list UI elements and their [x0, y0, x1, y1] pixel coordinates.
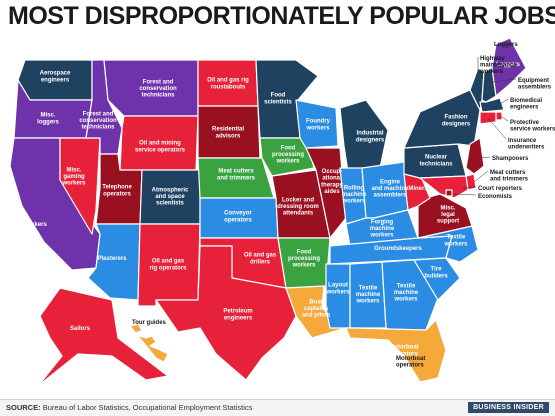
region-alaska: [37, 287, 169, 387]
business-insider-logo: BUSINESS INSIDER: [468, 402, 549, 413]
region-label-california: Farmworkers: [9, 222, 47, 228]
callout-label: Insurance underwriters: [508, 138, 545, 151]
region-virginia: [417, 193, 473, 239]
footer: SOURCE: Bureau of Labor Statistics, Occu…: [0, 399, 555, 416]
callout-leader-line: [491, 78, 517, 83]
source-label: SOURCE:: [6, 403, 41, 412]
region-hawaii: [129, 323, 169, 363]
region-mississippi: [325, 263, 351, 329]
region-label-iowa: Food processing workers: [272, 145, 304, 164]
region-label-idaho: Forest and conservation technicians: [79, 111, 117, 130]
region-label-missouri: Locker and dressing room attendants: [277, 197, 319, 216]
region-label-alabama: Textile machine workers: [355, 285, 380, 304]
region-label-south-carolina: Tire builders: [424, 267, 448, 280]
region-label-montana: Forest and conservation technicians: [139, 79, 177, 98]
region-label-north-carolina: Textile workers: [443, 235, 468, 248]
region-south-carolina: [413, 257, 461, 301]
region-label-oregon: Misc. loggers: [37, 113, 59, 126]
callout-label: Motorboat operators: [396, 356, 425, 369]
region-label-utah: Telephone operators: [102, 185, 132, 198]
callout-label: Court reporters: [478, 186, 523, 192]
region-label-texas: Petroleum engineers: [223, 309, 253, 322]
region-label-alaska: Sailors: [70, 326, 91, 332]
region-label-georgia: Textile machine workers: [393, 283, 418, 302]
region-label-illinois: Occup-ational therapy aides: [321, 169, 343, 195]
callout-leader-line: [461, 186, 477, 189]
region-label-oklahoma: Oil and gas drillers: [244, 253, 277, 266]
region-iowa: [259, 137, 315, 177]
source-text: Bureau of Labor Statistics, Occupational…: [42, 403, 253, 412]
region-massachusetts: [479, 97, 505, 113]
callout-leader-line: [499, 98, 509, 105]
region-label-ohio: Engine and machine assemblers: [372, 179, 409, 198]
region-illinois: [305, 147, 347, 239]
callout-label: Protective service workers: [510, 120, 555, 133]
region-label-wyoming: Oil and mining service operators: [135, 141, 186, 154]
region-wisconsin: [295, 99, 339, 149]
callout-label: Equipment assemblers: [518, 78, 552, 91]
region-label-south-dakota: Residential advisors: [212, 127, 244, 140]
region-label-virginia: Misc. legal support: [437, 205, 459, 224]
region-label-kentucky: Forging machine workers: [369, 219, 394, 238]
callout-label: Economists: [478, 194, 513, 200]
region-label-nebraska: Meat cutters and trimmers: [217, 169, 256, 182]
region-label-washington: Aerospace engineers: [40, 71, 71, 84]
region-rhode-island: [495, 111, 503, 121]
region-label-pennsylvania: Nuclear technicians: [419, 155, 453, 168]
callout-label: Shampooers: [492, 156, 529, 162]
region-maryland: [419, 175, 469, 199]
region-label-colorado: Atmospheric and space scientists: [152, 187, 189, 206]
region-label-new-mexico: Oil and gas rig operators: [149, 259, 187, 272]
region-new-jersey: [465, 137, 485, 175]
region-texas: [155, 245, 297, 381]
region-label-arizona: Plasterers: [97, 256, 127, 262]
region-new-york: [403, 89, 481, 149]
region-label-west-virginia: Miners: [408, 186, 428, 192]
region-florida: [345, 319, 447, 383]
region-label-mississippi: Layout workers: [325, 283, 350, 296]
callout-leader-line: [451, 193, 477, 196]
us-jobs-map: Aerospace engineers Misc. loggers Farmworker…: [9, 38, 555, 387]
region-label-florida: Motorboat operators: [389, 345, 418, 358]
region-label-arkansas: Food processing workers: [288, 249, 320, 268]
region-label-maine: Loggers: [496, 62, 520, 68]
callout-label: Highway maintenance workers: [479, 56, 517, 75]
region-label-indiana: Rolling machine workers: [341, 185, 366, 204]
callout-label: Biomedical engineers: [510, 98, 542, 111]
region-maine: [491, 38, 527, 97]
callout-leader-line: [487, 117, 507, 140]
callout-label: Meat cutters and trimmers: [490, 170, 529, 183]
callout-leader-line: [499, 115, 509, 122]
callout-label: Tour guides: [132, 320, 167, 326]
region-label-new-york: Fashion designers: [442, 115, 471, 128]
region-label-louisiana: Boat captains and pilots: [302, 299, 331, 318]
region-dc: [445, 189, 453, 197]
callout-leader-line: [473, 170, 489, 183]
region-label-kansas: Conveyor operators: [224, 211, 252, 224]
region-label-minnesota: Food scientists: [264, 93, 292, 106]
callout-label: Loggers: [494, 42, 518, 48]
region-new-hampshire: [481, 67, 497, 103]
region-label-wisconsin: Foundry workers: [305, 119, 330, 132]
source-note: SOURCE: Bureau of Labor Statistics, Occu…: [6, 403, 252, 412]
region-label-michigan: Industrial designers: [356, 131, 385, 144]
callout-leader-line: [479, 156, 491, 159]
region-label-tennessee: Groundskeepers: [374, 246, 422, 252]
region-label-north-dakota: Oil and gas rig roustabouts: [207, 78, 249, 91]
region-label-nevada: Misc. gaming workers: [61, 167, 86, 186]
map-title: MOST DISPROPORTIONATELY POPULAR JOBS: [8, 2, 555, 30]
